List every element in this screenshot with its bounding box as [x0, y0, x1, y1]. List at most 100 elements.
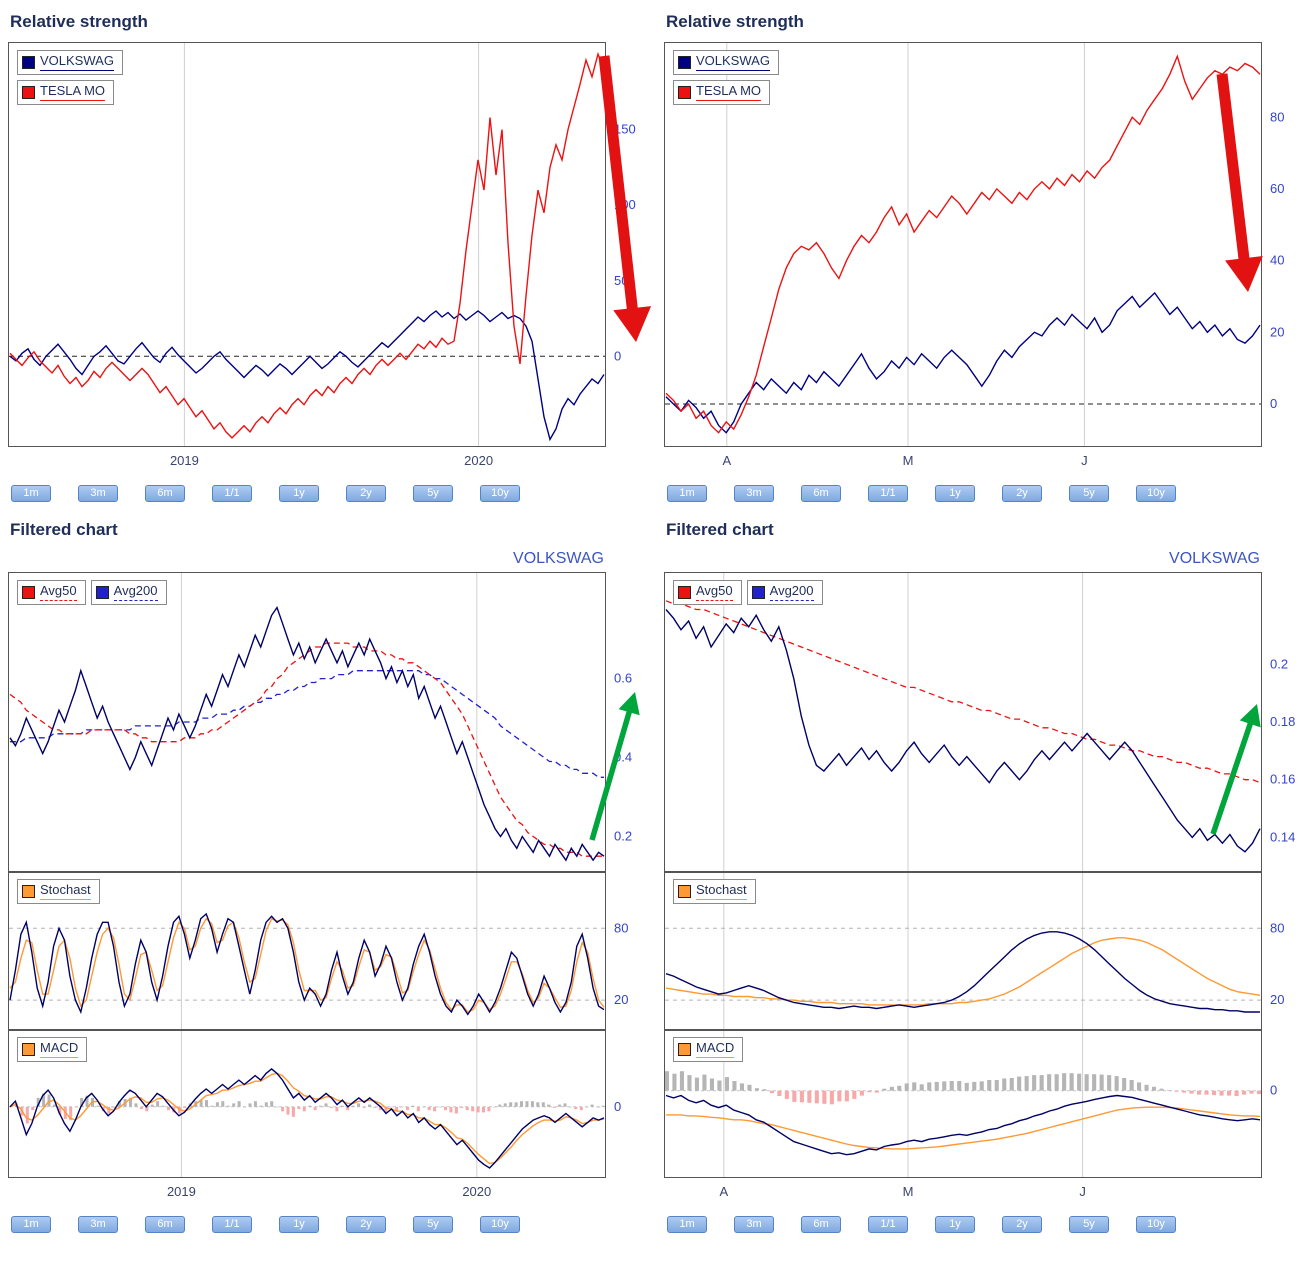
y-tick-label: 0 — [614, 348, 621, 363]
timeframe-button-5y[interactable]: 5y — [1069, 485, 1109, 502]
timeframe-button-2y[interactable]: 2y — [346, 485, 386, 502]
timeframe-button-3m[interactable]: 3m — [734, 485, 774, 502]
filtered-chart-heading: Filtered chart — [666, 520, 774, 539]
y-tick-label: 150 — [614, 122, 636, 137]
legend-macd-label: MACD — [40, 1040, 79, 1058]
series-Signal — [666, 1106, 1261, 1150]
legend-macd-label: MACD — [696, 1040, 735, 1058]
instrument-title: VOLKSWAG — [513, 550, 604, 567]
timeframe-button-1y[interactable]: 1y — [279, 485, 319, 502]
legend-avg50: Avg50 — [673, 580, 742, 605]
volkswag-swatch-icon — [678, 55, 691, 69]
timeframe-button-5y[interactable]: 5y — [1069, 1216, 1109, 1233]
timeframe-button-1-1[interactable]: 1/1 — [212, 485, 252, 502]
macd-swatch-icon — [22, 1042, 35, 1056]
relative-strength-short-canvas: 0 20 40 60 80 A M J — [664, 42, 1284, 468]
relative-strength-heading: Relative strength — [10, 12, 148, 31]
timeframe-button-1m[interactable]: 1m — [11, 1216, 51, 1233]
timeframe-button-6m[interactable]: 6m — [801, 1216, 841, 1233]
relative-strength-long-chart: 05010015020192020 VOLKSWAG TESLA MO — [8, 42, 656, 473]
panel-border — [8, 42, 606, 447]
timeframe-button-6m[interactable]: 6m — [145, 485, 185, 502]
series-VOLKSWAG — [9, 605, 605, 862]
timeframe-button-6m[interactable]: 6m — [145, 1216, 185, 1233]
timeframe-button-1-1[interactable]: 1/1 — [868, 485, 908, 502]
legend-avg200-label: Avg200 — [769, 583, 814, 601]
annotation-arrow-up — [589, 692, 640, 841]
legend-stochast-label: Stochast — [40, 882, 91, 900]
relative-strength-long-legend: VOLKSWAG TESLA MO — [17, 50, 123, 105]
panel-border — [664, 42, 1262, 447]
left-column: Relative strength 05010015020192020 VOLK… — [8, 4, 656, 1251]
macd-histogram — [665, 1071, 1261, 1105]
timeframe-button-10y[interactable]: 10y — [480, 1216, 520, 1233]
relative-strength-short-chart: 0 20 40 60 80 A M J VOLKSWAG TESLA MO — [664, 42, 1312, 473]
series-VOLKSWAG — [9, 310, 605, 442]
timeframe-button-1y[interactable]: 1y — [935, 1216, 975, 1233]
legend-tesla: TESLA MO — [17, 80, 115, 105]
x-tick-label: A — [722, 453, 731, 468]
series-MACD — [9, 1067, 605, 1169]
panel-border — [8, 872, 606, 1030]
legend-volkswag-label: VOLKSWAG — [40, 53, 114, 71]
timeframe-button-1-1[interactable]: 1/1 — [868, 1216, 908, 1233]
stochast-swatch-icon — [22, 884, 35, 898]
y-tick-label: 0 — [1270, 1083, 1277, 1098]
timeframe-button-1y[interactable]: 1y — [935, 485, 975, 502]
x-tick-label: 2019 — [167, 1184, 196, 1199]
y-tick-label: 0 — [1270, 396, 1277, 411]
filtered-long-averages-legend: Avg50 Avg200 — [17, 580, 167, 605]
series-Signal — [9, 1072, 605, 1165]
filtered-long-stochast-legend: Stochast — [17, 879, 100, 904]
annotation-arrow-down — [598, 55, 652, 342]
timeframe-button-10y[interactable]: 10y — [1136, 485, 1176, 502]
series-VOLKSWAG — [665, 291, 1261, 434]
instrument-title: VOLKSWAG — [1169, 550, 1260, 567]
timeframe-button-1-1[interactable]: 1/1 — [212, 1216, 252, 1233]
timeframe-button-2y[interactable]: 2y — [346, 1216, 386, 1233]
panel-border — [8, 572, 606, 872]
timeframe-button-3m[interactable]: 3m — [78, 1216, 118, 1233]
timeframe-button-5y[interactable]: 5y — [413, 1216, 453, 1233]
stochast-swatch-icon — [678, 884, 691, 898]
legend-avg50: Avg50 — [17, 580, 86, 605]
y-tick-label: 20 — [1270, 992, 1284, 1007]
legend-volkswag: VOLKSWAG — [17, 50, 123, 75]
y-tick-label: 60 — [1270, 181, 1284, 196]
y-tick-label: 80 — [1270, 920, 1284, 935]
filtered-short-averages-legend: Avg50 Avg200 — [673, 580, 823, 605]
avg50-swatch-icon — [678, 585, 691, 599]
filtered-short-macd-legend: MACD — [673, 1037, 744, 1062]
timeframe-button-3m[interactable]: 3m — [78, 485, 118, 502]
series-TESLA MO — [665, 54, 1261, 434]
avg200-swatch-icon — [95, 585, 109, 599]
series-TESLA MO — [9, 51, 605, 439]
timeframe-button-10y[interactable]: 10y — [1136, 1216, 1176, 1233]
timeframe-button-2y[interactable]: 2y — [1002, 485, 1042, 502]
avg200-swatch-icon — [751, 585, 765, 599]
timeframe-button-1m[interactable]: 1m — [667, 1216, 707, 1233]
legend-tesla-label: TESLA MO — [696, 83, 762, 101]
legend-macd: MACD — [673, 1037, 744, 1062]
y-tick-label: 20 — [614, 992, 628, 1007]
timeframe-button-1m[interactable]: 1m — [11, 485, 51, 502]
timeframe-button-3m[interactable]: 3m — [734, 1216, 774, 1233]
series-VOLKSWAG — [665, 609, 1261, 853]
legend-stochast: Stochast — [17, 879, 100, 904]
timeframe-button-2y[interactable]: 2y — [1002, 1216, 1042, 1233]
timeframe-button-10y[interactable]: 10y — [480, 485, 520, 502]
timeframe-buttons: 1m 3m 6m 1/1 1y 2y 5y 10y — [667, 485, 1312, 502]
relative-strength-short-legend: VOLKSWAG TESLA MO — [673, 50, 779, 105]
legend-tesla: TESLA MO — [673, 80, 771, 105]
legend-stochast-label: Stochast — [696, 882, 747, 900]
timeframe-button-5y[interactable]: 5y — [413, 485, 453, 502]
x-tick-label: M — [903, 1184, 914, 1199]
legend-avg50-label: Avg50 — [40, 583, 77, 601]
x-tick-label: J — [1079, 1184, 1086, 1199]
timeframe-button-6m[interactable]: 6m — [801, 485, 841, 502]
series-Avg50 — [665, 600, 1261, 784]
x-tick-label: 2019 — [170, 453, 199, 468]
timeframe-button-1y[interactable]: 1y — [279, 1216, 319, 1233]
annotation-arrow-up — [1210, 704, 1261, 835]
timeframe-button-1m[interactable]: 1m — [667, 485, 707, 502]
